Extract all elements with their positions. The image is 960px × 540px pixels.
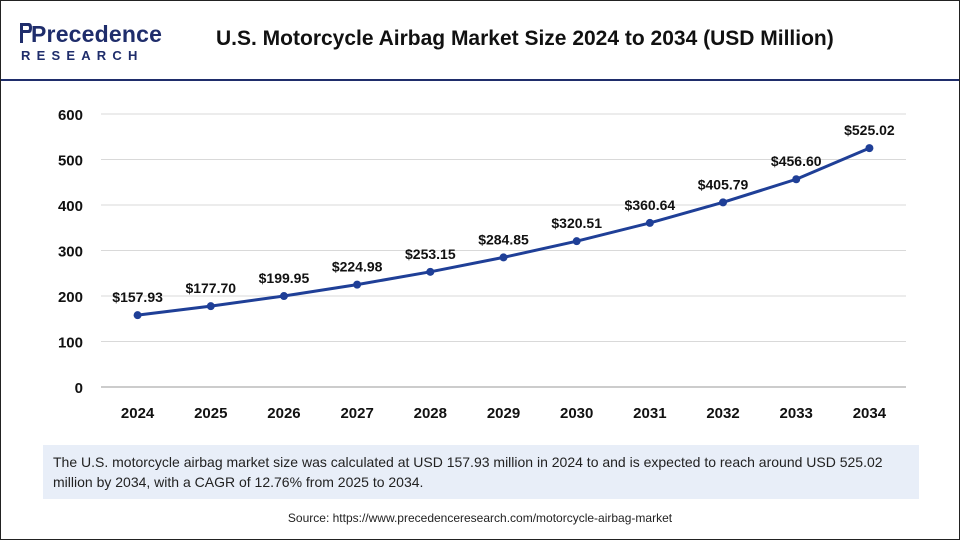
y-tick-label: 600 [58, 107, 83, 124]
summary-box: The U.S. motorcycle airbag market size w… [43, 445, 919, 499]
source-line: Source: https://www.precedenceresearch.c… [287, 511, 673, 525]
data-label: $456.60 [771, 153, 822, 169]
y-tick-label: 200 [58, 289, 83, 306]
y-tick-label: 0 [75, 380, 83, 397]
data-label: $525.02 [844, 122, 895, 138]
y-tick-label: 500 [58, 153, 83, 170]
x-tick-label: 2025 [194, 405, 227, 422]
data-label: $320.51 [551, 215, 602, 231]
logo-subtitle: RESEARCH [21, 48, 144, 63]
summary-text: The U.S. motorcycle airbag market size w… [53, 454, 883, 490]
data-point [279, 292, 288, 301]
data-point [206, 302, 215, 311]
data-point [426, 267, 435, 276]
data-point [133, 311, 142, 320]
x-tick-label: 2030 [560, 405, 593, 422]
y-tick-label: 400 [58, 198, 83, 215]
x-tick-label: 2024 [121, 405, 155, 422]
logo-wordmark: Precedence [31, 21, 163, 47]
data-point [792, 175, 801, 184]
logo: Precedence RESEARCH [17, 15, 167, 67]
data-label: $199.95 [259, 270, 310, 286]
y-tick-label: 300 [58, 244, 83, 261]
x-tick-label: 2028 [414, 405, 447, 422]
data-label: $360.64 [625, 197, 676, 213]
x-tick-label: 2031 [633, 405, 666, 422]
data-point [865, 144, 874, 153]
chart-title: U.S. Motorcycle Airbag Market Size 2024 … [216, 27, 834, 50]
data-point [719, 198, 728, 207]
x-tick-label: 2033 [780, 405, 813, 422]
logo-mark-icon [20, 23, 32, 43]
data-label: $253.15 [405, 246, 456, 262]
line-chart: 0 100 200 300 400 500 600 2024 2025 2026 2027 2028 2… [58, 107, 906, 422]
data-point [353, 280, 362, 289]
x-tick-label: 2034 [853, 405, 887, 422]
x-tick-label: 2027 [340, 405, 373, 422]
x-tick-label: 2032 [706, 405, 739, 422]
header: Precedence RESEARCH U.S. Motorcycle Airb… [1, 1, 959, 81]
data-point [645, 218, 654, 227]
data-label: $284.85 [478, 231, 529, 247]
data-point [572, 237, 581, 246]
data-label: $157.93 [112, 289, 163, 305]
y-tick-label: 100 [58, 335, 83, 352]
x-tick-label: 2029 [487, 405, 520, 422]
data-label: $405.79 [698, 176, 749, 192]
data-point [499, 253, 508, 262]
data-label: $177.70 [185, 280, 236, 296]
data-label: $224.98 [332, 259, 383, 275]
x-tick-label: 2026 [267, 405, 300, 422]
